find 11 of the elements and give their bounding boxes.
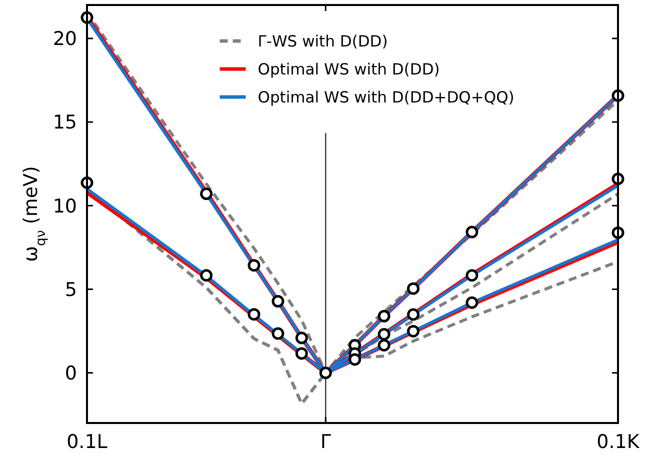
legend-label: Optimal WS with D(DD+DQ+QQ): [258, 88, 514, 106]
y-tick-label: 10: [52, 195, 77, 218]
x-tick-label: Γ: [320, 431, 332, 453]
x-tick-label: 0.1L: [66, 431, 108, 453]
y-tick-label: 5: [64, 278, 77, 301]
legend-label: Optimal WS with D(DD): [258, 60, 440, 78]
y-tick-label: 20: [52, 28, 77, 50]
legend-label: Γ-WS with D(DD): [258, 32, 388, 50]
y-tick-label: 15: [52, 112, 77, 134]
x-tick-label: 0.1K: [596, 431, 640, 453]
y-tick-label: 0: [64, 362, 77, 384]
